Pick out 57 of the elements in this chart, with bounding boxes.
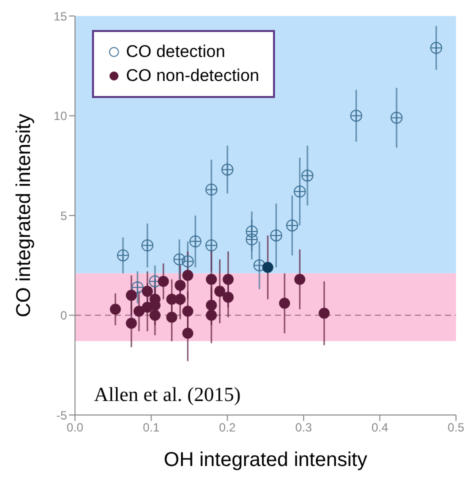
point	[262, 262, 274, 273]
x-tick-label: 0.3	[295, 420, 312, 435]
point	[166, 312, 178, 323]
point	[318, 308, 330, 319]
point	[131, 281, 144, 294]
point	[182, 270, 194, 281]
point	[294, 186, 306, 198]
x-tick-label: 0.2	[219, 420, 236, 435]
y-axis-title: CO integrated intensity	[13, 114, 36, 318]
point	[430, 42, 442, 54]
point	[110, 304, 121, 315]
point	[221, 164, 234, 176]
x-tick-label: 0.4	[371, 420, 388, 435]
point	[182, 306, 194, 317]
point	[390, 112, 403, 124]
point	[206, 310, 217, 321]
point	[222, 274, 234, 285]
point	[158, 276, 169, 287]
point	[253, 259, 266, 272]
point	[214, 286, 226, 297]
point	[134, 306, 145, 317]
y-tick-label: 15	[54, 9, 68, 24]
point	[182, 255, 194, 268]
point	[182, 328, 194, 339]
x-axis-title: OH integrated intensity	[164, 449, 368, 471]
annotation: Allen et al. (2015)	[94, 384, 241, 407]
point	[246, 233, 258, 246]
point	[206, 300, 217, 311]
point	[150, 310, 161, 321]
x-tick-label: 0.0	[66, 420, 84, 435]
point	[350, 110, 362, 122]
y-tick-label: 0	[60, 308, 68, 323]
point	[174, 294, 186, 305]
point	[126, 318, 137, 329]
point	[246, 225, 258, 238]
point	[205, 239, 218, 252]
legend-label: CO detection	[126, 41, 226, 63]
point	[126, 290, 137, 301]
point	[117, 249, 130, 262]
point	[294, 274, 306, 285]
point	[222, 292, 234, 303]
point	[301, 170, 314, 182]
legend-label: CO non-detection	[126, 65, 260, 87]
point	[205, 184, 218, 196]
y-tick-label: 10	[54, 109, 68, 124]
point	[270, 229, 282, 242]
y-tick-label: 5	[60, 208, 68, 223]
point	[141, 239, 154, 252]
x-tick-label: 0.1	[142, 420, 160, 435]
point	[286, 219, 298, 232]
x-tick-label: 0.5	[448, 420, 465, 435]
point	[279, 298, 290, 309]
point	[142, 286, 153, 297]
y-tick-label: -5	[56, 408, 68, 422]
point	[173, 253, 186, 266]
point	[174, 280, 186, 291]
point	[206, 274, 217, 285]
